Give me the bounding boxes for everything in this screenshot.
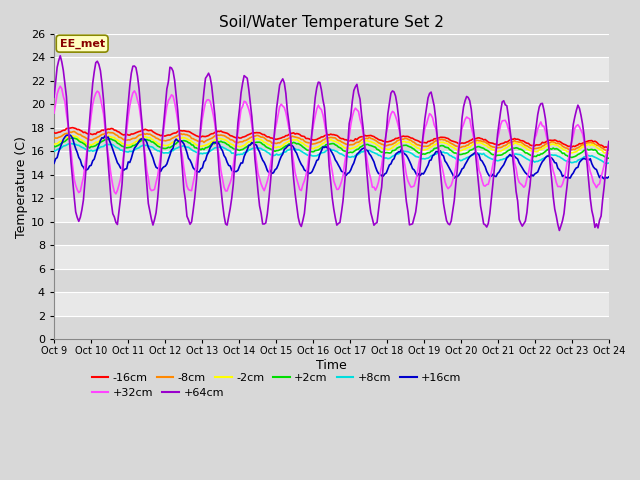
Y-axis label: Temperature (C): Temperature (C) — [15, 136, 28, 238]
Text: EE_met: EE_met — [60, 38, 105, 49]
Bar — [54, 245, 609, 269]
Bar — [54, 151, 609, 175]
Bar — [54, 316, 609, 339]
Bar — [54, 245, 609, 269]
Bar — [54, 222, 609, 245]
Bar — [54, 58, 609, 81]
Bar — [54, 128, 609, 151]
Bar — [54, 175, 609, 198]
Bar — [54, 34, 609, 58]
Bar — [54, 292, 609, 316]
Bar — [54, 198, 609, 222]
Title: Soil/Water Temperature Set 2: Soil/Water Temperature Set 2 — [219, 15, 444, 30]
Bar — [54, 81, 609, 105]
Bar — [54, 198, 609, 222]
Legend: +32cm, +64cm: +32cm, +64cm — [87, 384, 228, 403]
Bar — [54, 105, 609, 128]
Bar — [54, 292, 609, 316]
Bar — [54, 269, 609, 292]
X-axis label: Time: Time — [316, 359, 347, 372]
